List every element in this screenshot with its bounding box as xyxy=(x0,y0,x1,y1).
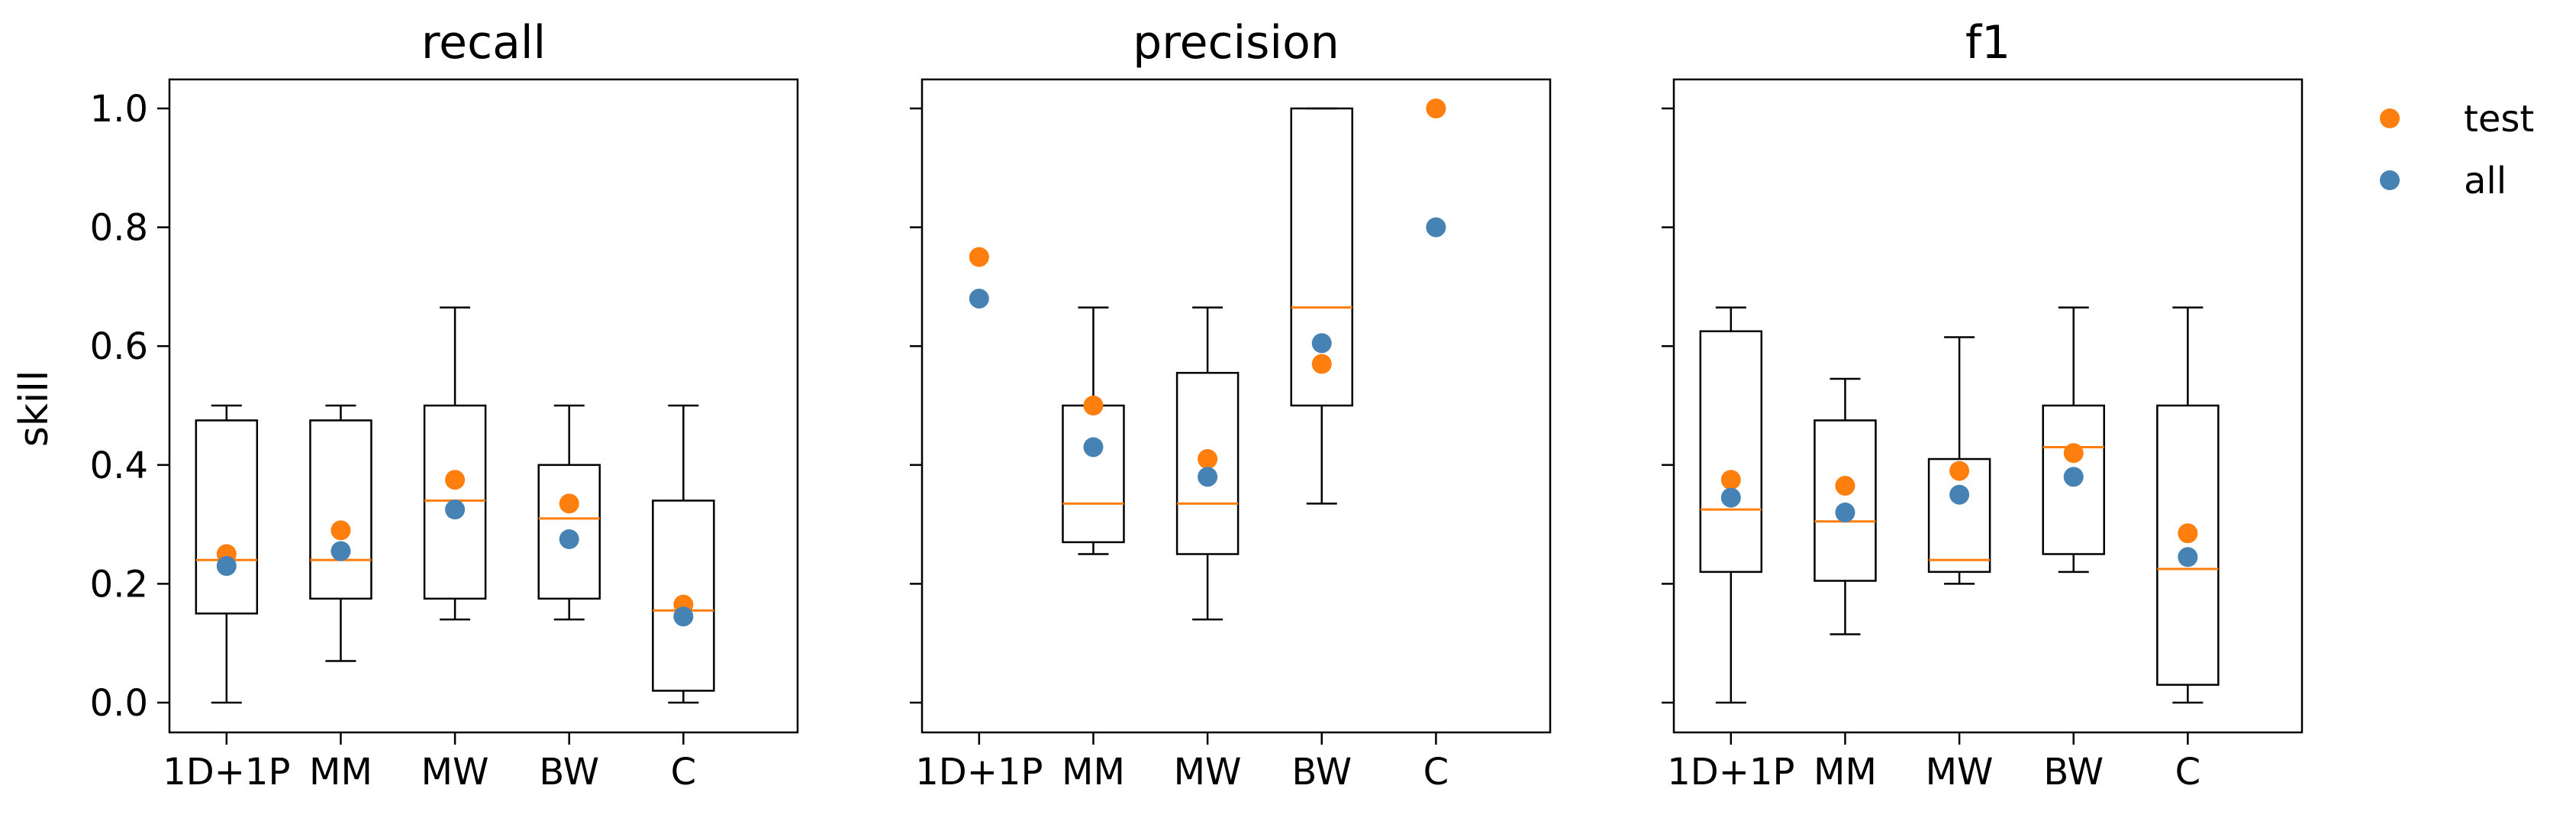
point-test-recall-MW xyxy=(445,470,466,490)
x-tick-label: MM xyxy=(1062,751,1125,794)
box-recall-MM-body xyxy=(309,419,372,600)
box-f1-C-body xyxy=(2156,404,2220,686)
point-test-f1-BW xyxy=(2063,443,2084,464)
y-tick-label: 0.0 xyxy=(90,682,148,725)
point-test-recall-MM xyxy=(330,520,351,541)
point-all-recall-1D+1P xyxy=(216,556,237,577)
point-test-precision-BW xyxy=(1311,354,1332,374)
point-all-precision-C xyxy=(1426,217,1446,238)
box-precision-MW-body xyxy=(1175,371,1240,555)
y-axis-label: skill xyxy=(11,370,57,448)
point-all-precision-BW xyxy=(1311,333,1332,354)
x-tick-label: MW xyxy=(1926,751,1994,794)
x-tick-label: MM xyxy=(1814,751,1877,794)
panel-title-recall: recall xyxy=(421,16,546,69)
point-test-precision-1D+1P xyxy=(969,247,989,267)
point-test-precision-C xyxy=(1426,99,1446,118)
box-recall-BW-body xyxy=(537,464,601,600)
point-test-f1-MM xyxy=(1835,476,1855,496)
y-tick-label: 1.0 xyxy=(90,88,148,131)
y-tick-label: 0.4 xyxy=(90,444,148,487)
panel-frame-precision xyxy=(920,78,1552,734)
x-tick-label: C xyxy=(2175,751,2201,794)
x-tick-label: BW xyxy=(539,751,599,794)
legend-marker-all xyxy=(2380,170,2400,190)
box-f1-1D+1P-body xyxy=(1699,330,1763,574)
x-tick-label: C xyxy=(671,751,697,794)
point-all-precision-MM xyxy=(1083,437,1104,457)
legend-label-test: test xyxy=(2464,98,2534,141)
point-all-recall-BW xyxy=(559,529,579,550)
point-all-precision-MW xyxy=(1198,467,1218,487)
point-test-f1-1D+1P xyxy=(1720,470,1741,490)
box-f1-BW-body xyxy=(2042,404,2105,555)
x-tick-label: MW xyxy=(1174,751,1242,794)
x-tick-label: 1D+1P xyxy=(163,751,290,794)
point-test-precision-MW xyxy=(1198,449,1218,470)
point-all-recall-MM xyxy=(330,541,351,561)
panel-frame-recall xyxy=(168,78,799,734)
x-tick-label: 1D+1P xyxy=(1667,751,1794,794)
x-tick-label: 1D+1P xyxy=(915,751,1043,794)
legend-label-all: all xyxy=(2464,160,2507,202)
point-all-recall-MW xyxy=(445,499,466,520)
point-test-recall-BW xyxy=(559,493,579,514)
panel-title-precision: precision xyxy=(1133,16,1340,69)
box-recall-1D+1P-body xyxy=(195,419,259,615)
y-tick-label: 0.2 xyxy=(90,563,148,606)
box-recall-MW-body xyxy=(423,404,487,600)
point-test-f1-C xyxy=(2178,523,2198,544)
x-tick-label: BW xyxy=(1291,751,1352,794)
box-precision-BW-body xyxy=(1290,107,1353,407)
point-all-f1-MM xyxy=(1835,503,1855,523)
point-all-recall-C xyxy=(673,606,694,627)
point-test-precision-MM xyxy=(1083,396,1104,415)
x-tick-label: C xyxy=(1423,751,1449,794)
box-recall-C-body xyxy=(652,499,715,692)
panel-frame-f1 xyxy=(1672,78,2304,734)
x-tick-label: MM xyxy=(309,751,372,794)
point-all-f1-MW xyxy=(1949,484,1970,505)
box-f1-MW-body xyxy=(1927,457,1991,574)
y-tick-label: 0.8 xyxy=(90,207,148,250)
legend-marker-test xyxy=(2380,108,2400,128)
point-all-f1-C xyxy=(2178,547,2198,567)
point-all-precision-1D+1P xyxy=(969,288,989,309)
x-tick-label: MW xyxy=(421,751,489,794)
y-tick-label: 0.6 xyxy=(90,325,148,368)
panel-title-f1: f1 xyxy=(1965,16,2010,69)
point-all-f1-1D+1P xyxy=(1720,487,1741,508)
point-test-f1-MW xyxy=(1949,461,1970,481)
box-f1-MM-body xyxy=(1814,419,1877,582)
box-precision-MM-body xyxy=(1062,404,1125,544)
x-tick-label: BW xyxy=(2043,751,2104,794)
point-all-f1-BW xyxy=(2063,467,2084,487)
